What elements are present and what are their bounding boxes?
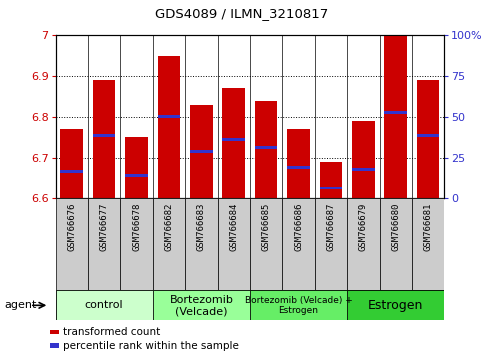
Text: GSM766679: GSM766679	[359, 203, 368, 251]
Bar	[250, 290, 347, 320]
Text: GSM766678: GSM766678	[132, 203, 141, 251]
Text: Bortezomib
(Velcade): Bortezomib (Velcade)	[170, 295, 233, 316]
Text: GSM766684: GSM766684	[229, 203, 238, 251]
Bar	[320, 161, 342, 198]
Bar	[60, 170, 83, 173]
Text: agent: agent	[5, 300, 37, 310]
Bar	[417, 80, 440, 198]
Bar	[380, 198, 412, 290]
Text: percentile rank within the sample: percentile rank within the sample	[63, 341, 239, 350]
Bar	[190, 105, 213, 198]
Text: GSM766685: GSM766685	[262, 203, 270, 251]
Text: GSM766681: GSM766681	[424, 203, 433, 251]
Bar	[250, 198, 283, 290]
Bar	[384, 111, 407, 114]
Bar	[153, 290, 250, 320]
Text: GSM766682: GSM766682	[164, 203, 173, 251]
Text: transformed count: transformed count	[63, 327, 160, 337]
Text: GSM766686: GSM766686	[294, 203, 303, 251]
Text: GDS4089 / ILMN_3210817: GDS4089 / ILMN_3210817	[155, 7, 328, 20]
Bar	[125, 137, 148, 198]
Bar	[315, 198, 347, 290]
Bar	[417, 134, 440, 137]
Bar	[352, 121, 375, 198]
Bar	[157, 56, 180, 198]
Bar	[222, 88, 245, 198]
Bar	[255, 146, 278, 149]
Bar	[157, 115, 180, 118]
Bar	[287, 166, 310, 169]
Text: GSM766683: GSM766683	[197, 203, 206, 251]
Bar	[217, 198, 250, 290]
Bar	[222, 138, 245, 141]
Bar	[120, 198, 153, 290]
Bar	[50, 343, 59, 348]
Bar	[352, 168, 375, 171]
Bar	[384, 35, 407, 198]
Bar	[283, 198, 315, 290]
Text: GSM766687: GSM766687	[327, 203, 336, 251]
Bar	[153, 198, 185, 290]
Bar	[287, 129, 310, 198]
Bar	[347, 198, 380, 290]
Text: Estrogen: Estrogen	[368, 299, 424, 312]
Bar	[255, 101, 278, 198]
Bar	[125, 175, 148, 177]
Bar	[190, 150, 213, 153]
Text: Bortezomib (Velcade) +
Estrogen: Bortezomib (Velcade) + Estrogen	[245, 296, 353, 315]
Text: control: control	[85, 300, 124, 310]
Bar	[93, 80, 115, 198]
Bar	[347, 290, 444, 320]
Bar	[56, 198, 88, 290]
Text: GSM766677: GSM766677	[99, 203, 109, 251]
Text: GSM766680: GSM766680	[391, 203, 400, 251]
Bar	[320, 187, 342, 189]
Bar	[412, 198, 444, 290]
Bar	[60, 129, 83, 198]
Bar	[50, 330, 59, 334]
Bar	[56, 290, 153, 320]
Bar	[185, 198, 217, 290]
Bar	[88, 198, 120, 290]
Text: GSM766676: GSM766676	[67, 203, 76, 251]
Bar	[93, 134, 115, 137]
